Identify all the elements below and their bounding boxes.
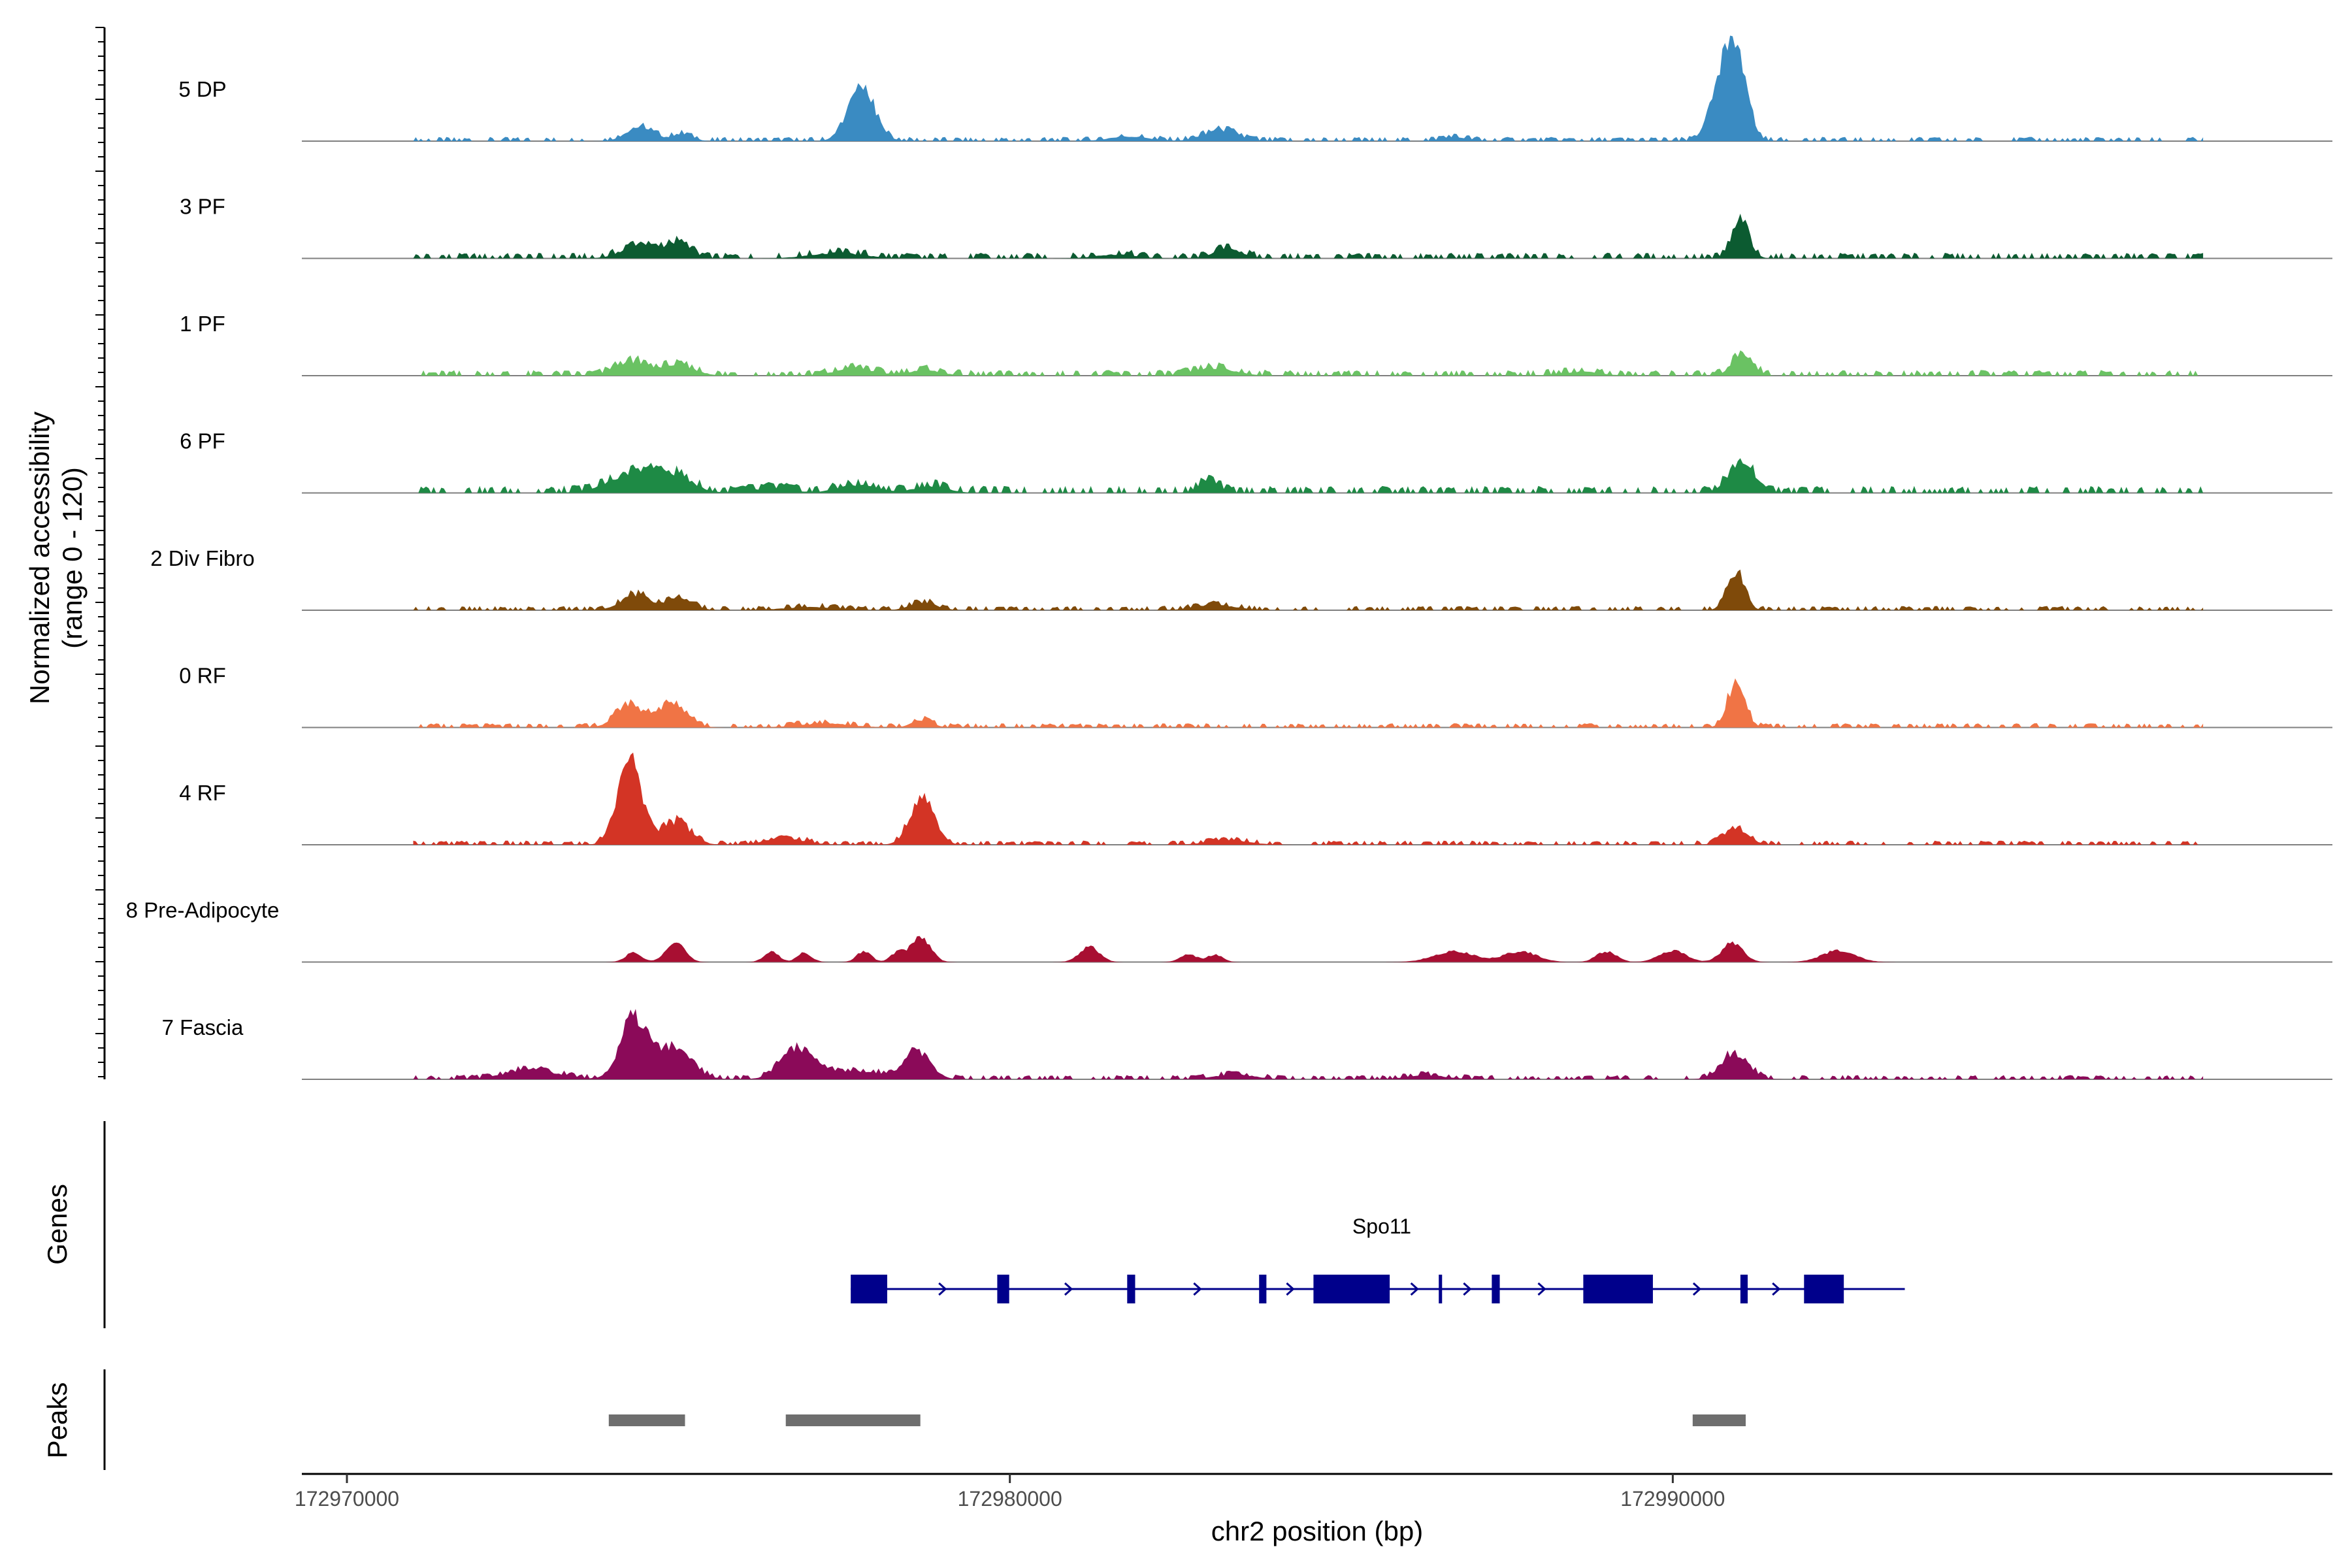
track-label: 5 DP [178, 77, 226, 101]
track-3-pf: 3 PF [180, 195, 2332, 259]
x-tick-label: 172990000 [1620, 1487, 1725, 1511]
gene-exon [1439, 1275, 1443, 1303]
track-label: 7 Fascia [162, 1015, 244, 1039]
y-axis [95, 27, 106, 1079]
gene-exon [1583, 1275, 1653, 1303]
strand-arrow [1692, 1282, 1702, 1296]
coverage-area [413, 1009, 2204, 1079]
x-axis-label: chr2 position (bp) [1211, 1516, 1424, 1546]
gene-name-label: Spo11 [1352, 1215, 1411, 1238]
track-label: 2 Div Fibro [150, 546, 255, 570]
accessibility-tracks: 5 DP 3 PF 1 PF 6 PF 2 Div Fibro 0 RF 4 RF 8 Pre… [126, 35, 2332, 1080]
track-label: 0 RF [179, 664, 226, 688]
strand-arrow [1410, 1282, 1419, 1296]
coverage-area [413, 936, 2204, 962]
y-axis-label-line2: (range 0 - 120) [57, 467, 88, 649]
peaks-track: Peaks [42, 1369, 1746, 1470]
track-6-pf: 6 PF [180, 429, 2332, 494]
strand-arrow [1772, 1282, 1781, 1296]
coverage-area [413, 458, 2204, 493]
coverage-area [413, 678, 2204, 728]
genes-track: Genes Spo11 [42, 1121, 1905, 1328]
x-axis: chr2 position (bp) 172970000 172980000 172… [295, 1473, 2332, 1546]
coverage-area [413, 214, 2204, 259]
gene-exon [1127, 1275, 1135, 1303]
y-axis-label-line1: Normalized accessibility [24, 412, 55, 704]
track-label: 6 PF [180, 429, 225, 453]
genes-track-label: Genes [42, 1184, 73, 1265]
track-label: 3 PF [180, 195, 225, 219]
coverage-area [413, 569, 2204, 610]
gene-exon [1804, 1275, 1844, 1303]
strand-arrow [1286, 1282, 1295, 1296]
gene-exon [997, 1275, 1009, 1303]
gene-exon [1740, 1275, 1748, 1303]
track-1-pf: 1 PF [180, 312, 2332, 376]
track-8-pre-adipocyte: 8 Pre-Adipocyte [126, 898, 2332, 963]
track-7-fascia: 7 Fascia [162, 1009, 2332, 1080]
coverage-area [413, 752, 2204, 845]
gene-exon [1313, 1275, 1390, 1303]
coverage-area [413, 350, 2204, 376]
y-axis-title: Normalized accessibility (range 0 - 120) [24, 412, 88, 704]
track-4-rf: 4 RF [179, 752, 2332, 845]
track-5-dp: 5 DP [178, 35, 2332, 142]
peak-region [785, 1414, 921, 1426]
strand-arrow [1463, 1282, 1472, 1296]
peak-region [608, 1414, 685, 1426]
track-label: 8 Pre-Adipocyte [126, 898, 280, 923]
x-tick-label: 172970000 [295, 1487, 399, 1511]
gene-exon [1259, 1275, 1267, 1303]
x-tick-label: 172980000 [958, 1487, 1062, 1511]
strand-arrow [1193, 1282, 1202, 1296]
peak-region [1692, 1414, 1746, 1426]
gene-exon [1492, 1275, 1500, 1303]
strand-arrow [1537, 1282, 1546, 1296]
strand-arrow [938, 1282, 947, 1296]
coverage-area [413, 35, 2204, 141]
track-0-rf: 0 RF [179, 664, 2332, 728]
track-label: 4 RF [179, 781, 226, 805]
gene-exon [851, 1275, 887, 1303]
track-label: 1 PF [180, 312, 225, 336]
strand-arrow [1064, 1282, 1073, 1296]
track-2-div-fibro: 2 Div Fibro [150, 546, 2332, 611]
peaks-track-label: Peaks [42, 1382, 73, 1459]
